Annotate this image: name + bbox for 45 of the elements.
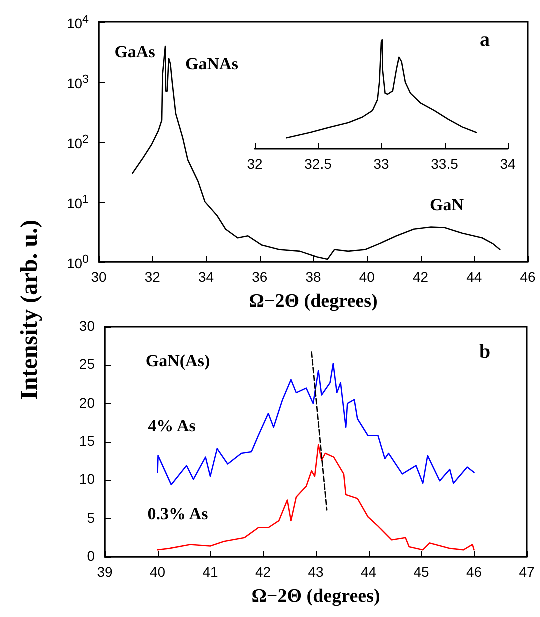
x-tick-label: 46 [520, 269, 536, 285]
annotation: 0.3% As [148, 504, 209, 524]
y-tick-label: 10 [79, 471, 95, 490]
y-tick-label: 25 [79, 356, 95, 374]
x-tick-label: 38 [306, 269, 322, 285]
y-tick-label: 10$^{4}$ [66, 13, 89, 32]
y-tick-label: 15 [79, 433, 95, 451]
x-tick-label: 34 [500, 156, 516, 172]
x-tick-label: 40 [359, 269, 376, 285]
y-tick-label: 10$^{1}$ [66, 193, 89, 212]
annotation: a [480, 29, 490, 51]
x-tick-label: 41 [202, 564, 218, 580]
x-tick-label: 39 [97, 564, 113, 580]
x-tick-label: 44 [466, 269, 482, 285]
y-axis-title: Intensity (arb. u.) [17, 220, 43, 400]
x-tick-label: 46 [466, 564, 482, 580]
x-tick-label: 33.5 [431, 156, 459, 172]
x-tick-label: 36 [252, 269, 268, 285]
annotation: GaN [430, 196, 465, 214]
x-tick-label: 32 [247, 156, 263, 172]
x-tick-label: 43 [308, 564, 324, 580]
y-tick-label: 10$^{2}$ [66, 133, 89, 152]
x-tick-label: 40 [150, 564, 166, 580]
annotation: b [479, 341, 491, 363]
x-tick-label: 32.5 [304, 156, 332, 172]
annotation: GaAs [114, 42, 156, 62]
x-tick-label: 45 [414, 564, 430, 580]
x-axis-title: Ω−2Θ (degrees) [249, 291, 378, 312]
x-tick-label: 33 [374, 156, 390, 172]
x-tick-label: 44 [360, 564, 377, 580]
y-tick-label: 20 [79, 394, 95, 413]
y-tick-label: 10$^{0}$ [66, 253, 89, 272]
x-axis-title: Ω−2Θ (degrees) [252, 586, 380, 607]
y-tick-label: 10$^{3}$ [66, 73, 89, 92]
annotation: 4% As [148, 416, 196, 436]
annotation: GaNAs [186, 54, 239, 74]
x-tick-label: 42 [412, 269, 429, 285]
x-tick-label: 42 [255, 564, 272, 580]
x-tick-label: 32 [144, 269, 161, 285]
annotation: GaN(As) [146, 352, 210, 370]
y-tick-label: 0 [87, 548, 95, 566]
x-tick-label: 34 [198, 269, 214, 285]
y-tick-label: 30 [79, 318, 95, 336]
x-tick-label: 47 [519, 564, 535, 580]
y-tick-label: 5 [87, 510, 95, 528]
